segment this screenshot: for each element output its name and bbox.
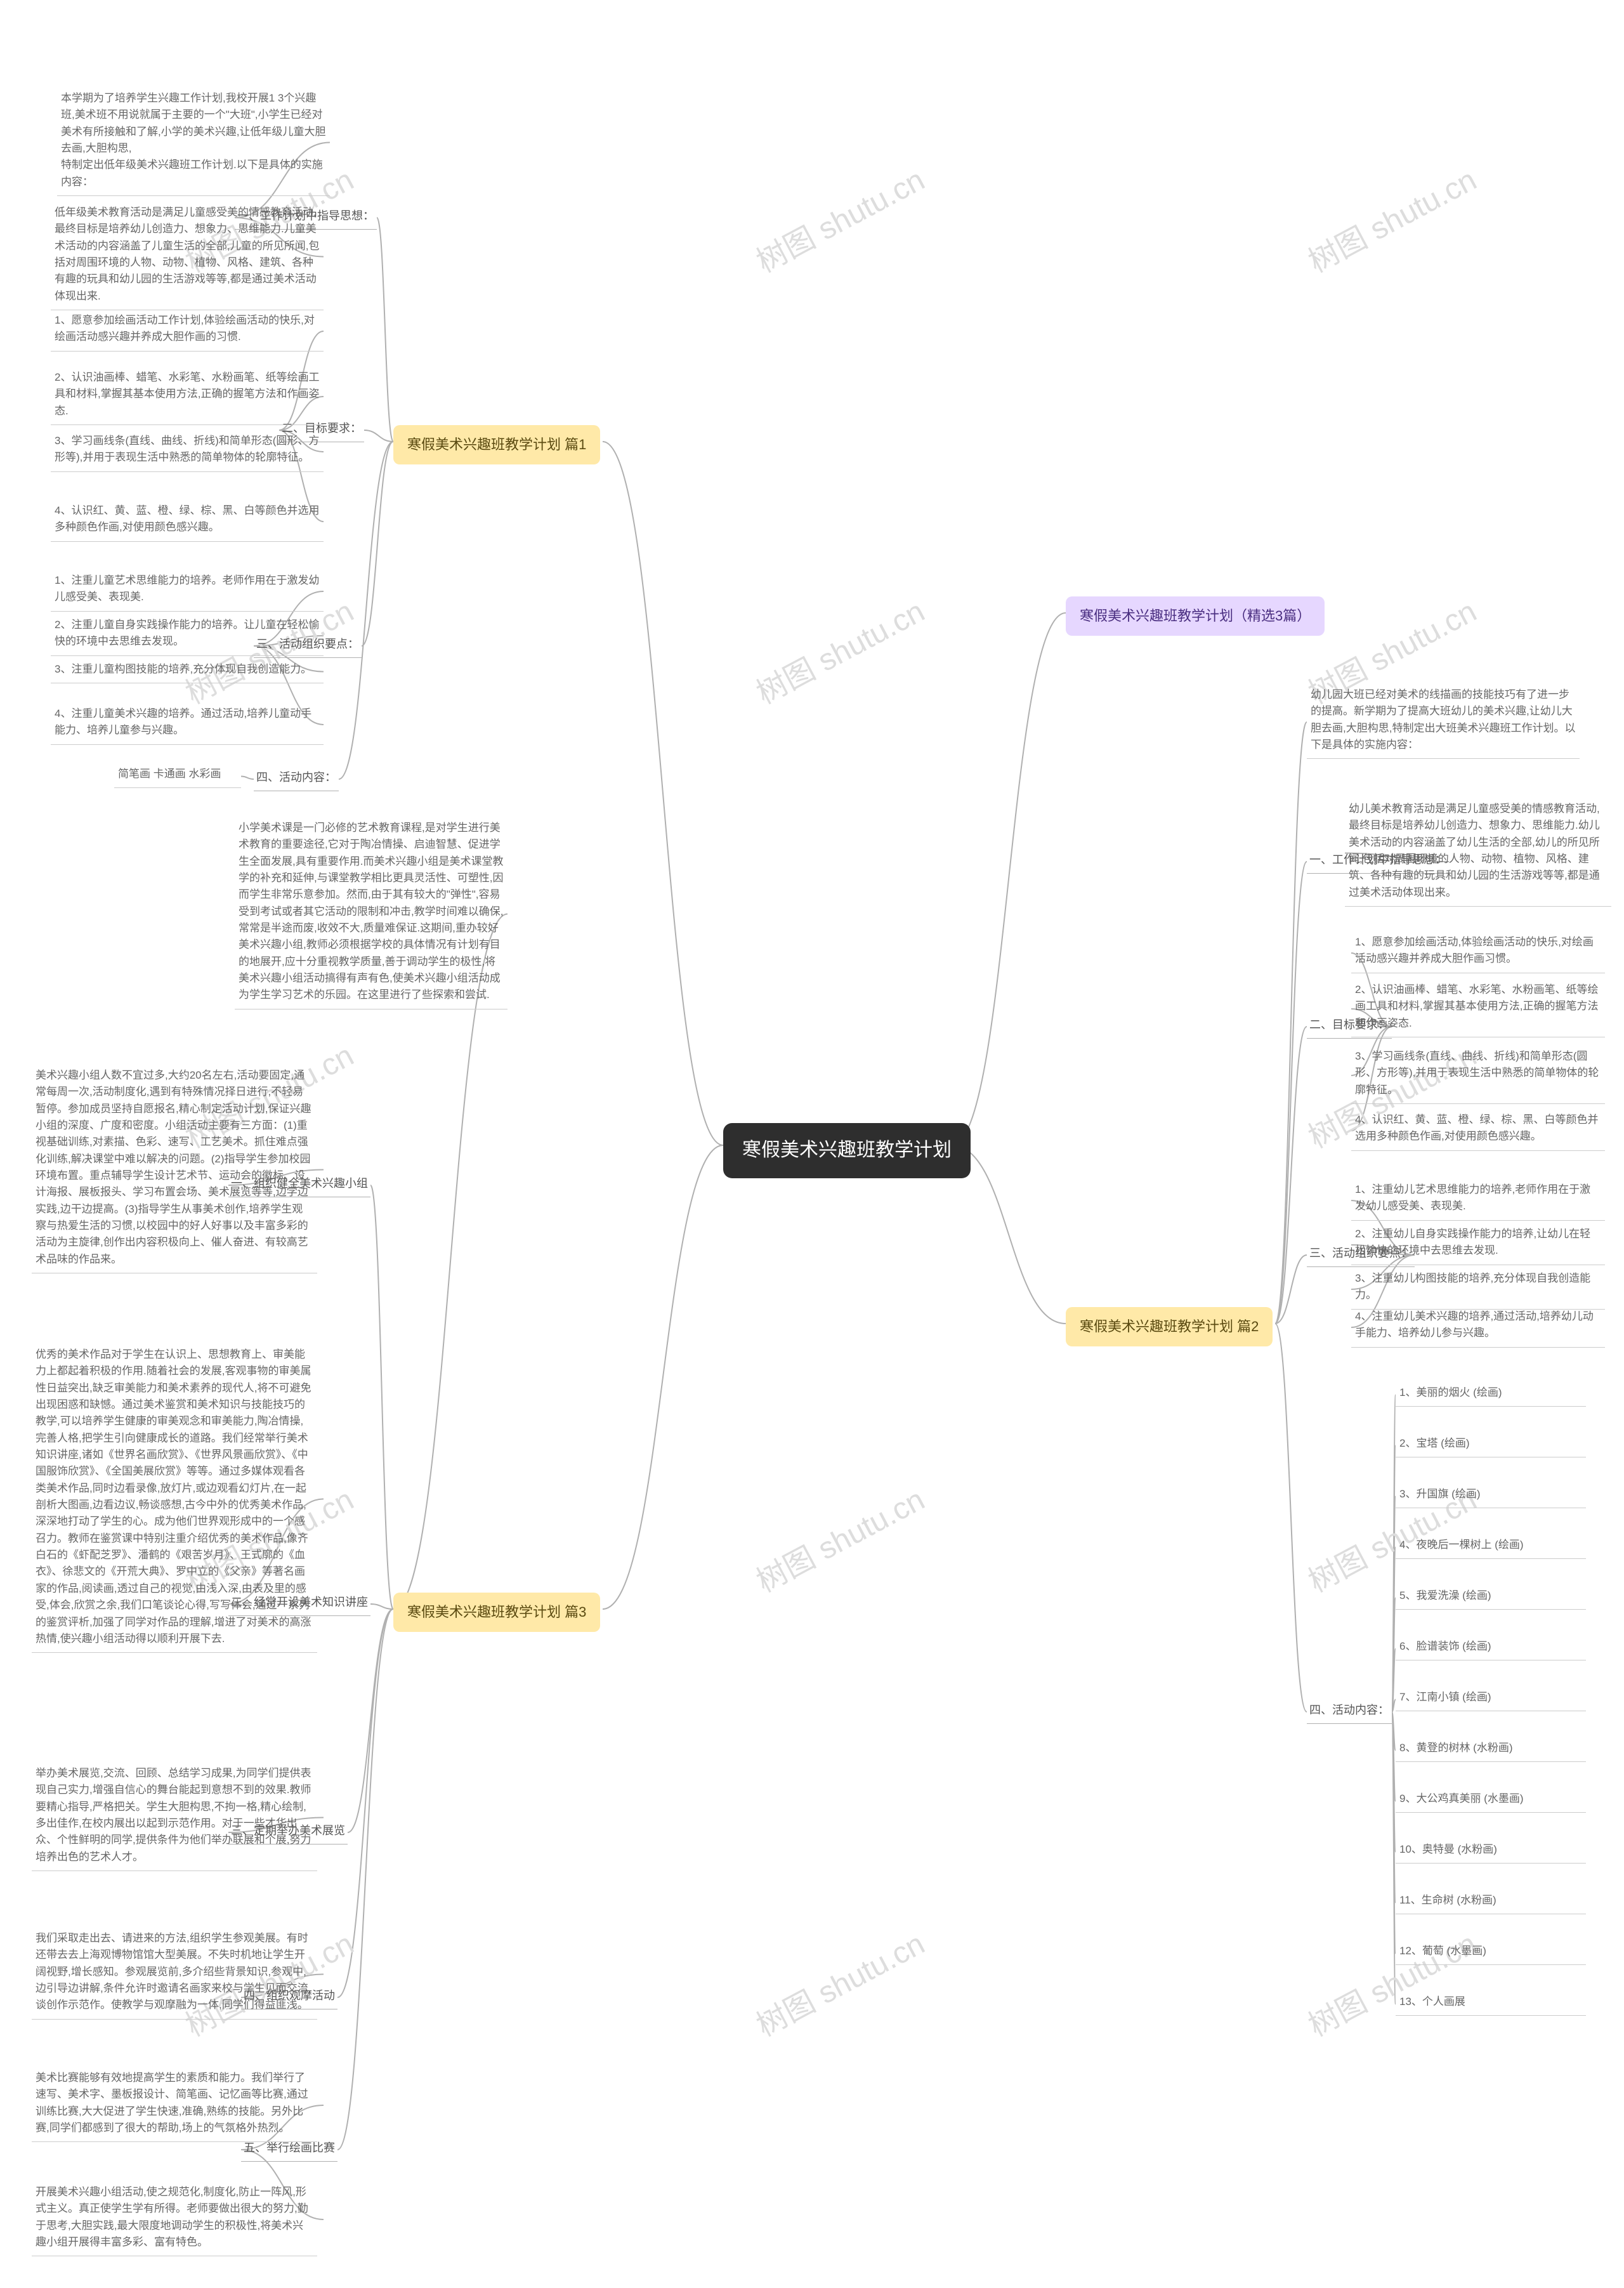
p1-act-1: 1、注重儿童艺术思维能力的培养。老师作用在于激发幼儿感受美、表现美. [51, 571, 324, 612]
p2-c-3: 3、升国旗 (绘画) [1396, 1485, 1586, 1508]
branch-plan1: 寒假美术兴趣班教学计划 篇1 [393, 425, 600, 464]
p1-content-1: 简笔画 卡通画 水彩画 [114, 765, 241, 788]
watermark: 树图 shutu.cn [1303, 162, 1483, 280]
p2-c-9: 9、大公鸡真美丽 (水墨画) [1396, 1789, 1586, 1813]
branch-plan2: 寒假美术兴趣班教学计划 篇2 [1066, 1307, 1273, 1346]
p1-goal-4: 4、认识红、黄、蓝、橙、绿、棕、黑、白等颜色并选用多种颜色作画,对使用颜色感兴趣… [51, 501, 324, 542]
p2-guide-text: 幼儿美术教育活动是满足儿童感受美的情感教育活动,最终目标是培养幼儿创造力、想象力… [1345, 799, 1611, 907]
p3-exhibit-text: 举办美术展览,交流、回顾、总结学习成果,为同学们提供表现自己实力,增强自信心的舞… [32, 1764, 317, 1871]
p1-goal-1: 1、愿意参加绘画活动工作计划,体验绘画活动的快乐,对绘画活动感兴趣并养成大胆作画… [51, 311, 324, 352]
p3-intro-text: 小学美术课是一门必修的艺术教育课程,是对学生进行美术教育的重要途径,它对于陶冶情… [235, 819, 508, 1009]
p1-guide-a: 本学期为了培养学生兴趣工作计划,我校开展1 3个兴趣班,美术班不用说就属于主要的… [57, 89, 330, 196]
p3-knowledge-text: 优秀的美术作品对于学生在认识上、思想教育上、审美能力上都起着积极的作用.随着社会… [32, 1345, 317, 1653]
p2-act-3: 3、注重幼儿构图技能的培养,充分体现自我创造能力。 [1351, 1269, 1605, 1310]
p2-c-6: 6、脸谱装饰 (绘画) [1396, 1637, 1586, 1660]
p1-act-2: 2、注重儿童自身实践操作能力的培养。让儿童在轻松愉快的环境中去思维去发现。 [51, 615, 324, 656]
p1-goal-2: 2、认识油画棒、蜡笔、水彩笔、水粉画笔、纸等绘画工具和材料,掌握其基本使用方法,… [51, 368, 324, 425]
p1-act-4: 4、注重儿童美术兴趣的培养。通过活动,培养儿童动手能力、培养儿童参与兴趣。 [51, 704, 324, 745]
p1-act-3: 3、注重儿童构图技能的培养,充分体现自我创造能力。 [51, 660, 324, 683]
p2-c-10: 10、奥特曼 (水粉画) [1396, 1840, 1586, 1864]
p2-c-5: 5、我爱洗澡 (绘画) [1396, 1586, 1586, 1610]
p2-act-1: 1、注重幼儿艺术思维能力的培养,老师作用在于激发幼儿感受美、表现美. [1351, 1180, 1605, 1221]
branch-selected3: 寒假美术兴趣班教学计划（精选3篇） [1066, 596, 1325, 636]
p2-goal-2: 2、认识油画棒、蜡笔、水彩笔、水粉画笔、纸等绘画工具和材料,掌握其基本使用方法,… [1351, 980, 1605, 1037]
watermark: 树图 shutu.cn [750, 1926, 931, 2044]
p2-act-4: 4、注重幼儿美术兴趣的培养,通过活动,培养幼儿动手能力、培养幼儿参与兴趣。 [1351, 1307, 1605, 1348]
p2-goal-4: 4、认识红、黄、蓝、橙、绿、棕、黑、白等颜色并选用多种颜色作画,对使用颜色感兴趣… [1351, 1110, 1605, 1151]
p2-c-1: 1、美丽的烟火 (绘画) [1396, 1383, 1586, 1407]
p1-goal-3: 3、学习画线条(直线、曲线、折线)和简单形态(圆形、方形等),并用于表现生活中熟… [51, 431, 324, 472]
p2-goal-1: 1、愿意参加绘画活动,体验绘画活动的快乐,对绘画活动感兴趣并养成大胆作画习惯。 [1351, 933, 1605, 973]
p2-c-2: 2、宝塔 (绘画) [1396, 1434, 1586, 1457]
p2-c-13: 13、个人画展 [1396, 1992, 1586, 2016]
p1-guide-b: 低年级美术教育活动是满足儿童感受美的情感教育活动,最终目标是培养幼儿创造力、想象… [51, 203, 324, 310]
p3-outing-text: 我们采取走出去、请进来的方法,组织学生参观美展。有时还带去去上海观博物馆馆大型美… [32, 1929, 317, 2020]
p2-content: 四、活动内容： [1307, 1700, 1392, 1724]
p3-group-text: 美术兴趣小组人数不宜过多,大约20名左右,活动要固定,通常每周一次,活动制度化,… [32, 1066, 317, 1273]
p2-c-4: 4、夜晚后一棵树上 (绘画) [1396, 1535, 1586, 1559]
p2-goal-3: 3、学习画线条(直线、曲线、折线)和简单形态(圆形、方形等),并用于表现生活中熟… [1351, 1047, 1605, 1104]
p2-c-11: 11、生命树 (水粉画) [1396, 1891, 1586, 1914]
watermark: 树图 shutu.cn [750, 162, 931, 280]
p2-c-8: 8、黄登的树林 (水粉画) [1396, 1739, 1586, 1762]
p3-contest-b: 开展美术兴趣小组活动,使之规范化,制度化,防止一阵风,形式主义。真正使学生学有所… [32, 2183, 317, 2256]
p2-c-12: 12、葡萄 (水墨画) [1396, 1942, 1586, 1965]
branch-plan3: 寒假美术兴趣班教学计划 篇3 [393, 1593, 600, 1632]
watermark: 树图 shutu.cn [750, 1482, 931, 1600]
root-node: 寒假美术兴趣班教学计划 [723, 1123, 971, 1178]
p2-act-2: 2、注重幼儿自身实践操作能力的培养,让幼儿在轻松愉快的环境中去思维去发现. [1351, 1225, 1605, 1265]
p2-c-7: 7、江南小镇 (绘画) [1396, 1688, 1586, 1711]
mindmap-canvas: 树图 shutu.cn 树图 shutu.cn 树图 shutu.cn 树图 shut… [0, 0, 1624, 2288]
watermark: 树图 shutu.cn [750, 593, 931, 712]
p1-content: 四、活动内容： [254, 768, 339, 791]
p2-intro-text: 幼儿园大班已经对美术的线描画的技能技巧有了进一步的提高。新学期为了提高大班幼儿的… [1307, 685, 1580, 759]
p3-contest-a: 美术比赛能够有效地提高学生的素质和能力。我们举行了速写、美术字、墨板报设计、简笔… [32, 2068, 317, 2142]
